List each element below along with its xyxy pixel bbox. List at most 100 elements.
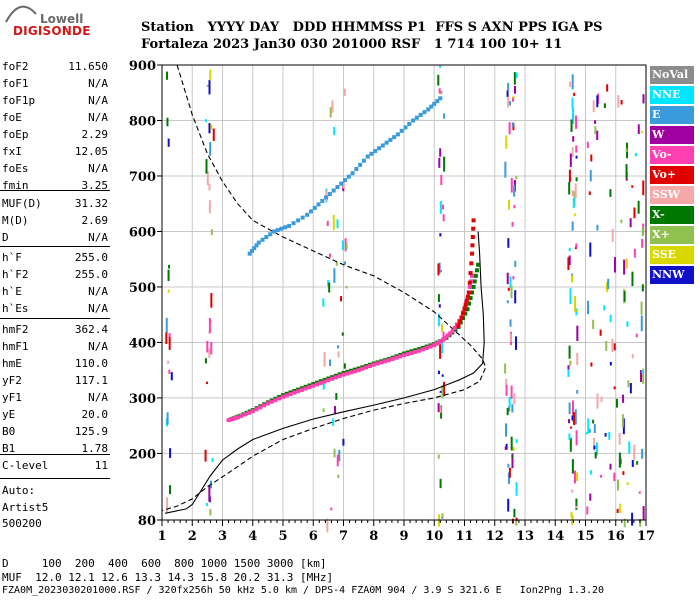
trace-fill-vo — [284, 393, 289, 398]
param-row-foe: foE N/A — [2, 111, 108, 128]
trace-point-vo — [341, 372, 346, 377]
noise-echo — [170, 372, 173, 381]
y-tick-label: 200 — [129, 447, 156, 462]
noise-echo — [512, 96, 515, 99]
noise-echo — [569, 360, 572, 366]
trace-fill-e — [403, 125, 408, 130]
x-tick-label: 3 — [218, 529, 227, 544]
param-name: h`F — [2, 251, 22, 264]
auto-program: Artist5 — [2, 501, 49, 514]
trace-fill-e — [264, 235, 269, 240]
noise-echo — [567, 365, 570, 377]
trace-point-vo — [462, 307, 467, 312]
noise-echo — [506, 272, 509, 285]
footer-distance-line: D 100 200 400 600 800 1000 1500 3000 [km… — [2, 557, 327, 570]
noise-echo — [210, 124, 213, 130]
legend-item-sse: SSE — [650, 246, 694, 264]
trace-fill-vo — [452, 325, 457, 330]
noise-echo — [571, 190, 574, 196]
noise-echo — [571, 400, 574, 415]
separator — [0, 318, 110, 319]
param-value: 2.69 — [81, 214, 109, 227]
param-name: foF1p — [2, 94, 36, 107]
noise-echo — [515, 72, 518, 79]
noise-echo — [332, 418, 335, 426]
noise-echo — [167, 289, 170, 293]
noise-echo — [333, 126, 336, 136]
noise-echo — [341, 332, 344, 336]
trace-fill-e — [296, 218, 301, 223]
trace-fill-e — [407, 121, 412, 126]
noise-echo — [625, 258, 628, 269]
noise-echo — [626, 482, 629, 485]
noise-echo — [210, 341, 213, 355]
noise-echo — [343, 261, 346, 265]
noise-echo — [208, 183, 211, 191]
trace-fill-vo — [288, 392, 293, 397]
trace-fill-vo — [413, 349, 418, 354]
noise-echo — [342, 178, 345, 189]
separator — [0, 246, 110, 247]
noise-echo — [439, 269, 442, 273]
noise-echo — [575, 430, 578, 446]
noise-echo — [574, 246, 577, 250]
x-tick-label: 15 — [576, 529, 594, 544]
param-name: foF1 — [2, 77, 29, 90]
noise-echo — [618, 460, 621, 468]
noise-echo — [208, 331, 211, 334]
noise-echo — [571, 515, 574, 521]
noise-echo — [575, 115, 578, 129]
noise-echo — [588, 428, 591, 433]
trace-point-e — [247, 251, 252, 256]
noise-echo — [611, 228, 614, 242]
trace-point-vo — [417, 348, 422, 353]
noise-echo — [567, 419, 570, 424]
footer-file-line: FZA0M_2023030201000.RSF / 320fx256h 50 k… — [2, 585, 605, 596]
noise-echo — [569, 437, 572, 452]
noise-echo — [323, 352, 326, 361]
param-value: 110.0 — [74, 357, 108, 370]
chart-axes: 1 2 3 4 5 6 7 8 9 10 11 12 13 14 15 16 17802003004005006… — [129, 59, 655, 544]
noise-echo — [567, 365, 570, 370]
noise-echo — [589, 170, 592, 182]
trace-fill-e — [435, 99, 440, 104]
noise-echo — [440, 323, 443, 333]
noise-echo — [609, 189, 612, 197]
param-name: hmF2 — [2, 323, 29, 336]
noise-echo — [569, 288, 572, 305]
noise-echo — [621, 414, 624, 428]
trace-fill-e — [339, 181, 344, 186]
trace-fill-vo — [228, 417, 233, 422]
x-tick-label: 13 — [516, 529, 534, 544]
trace-fill-vo — [330, 376, 335, 381]
legend-item-w: W — [650, 126, 694, 144]
noise-echo — [586, 506, 589, 515]
noise-echo — [568, 402, 571, 415]
noise-echo — [629, 383, 632, 394]
noise-echo — [508, 396, 511, 408]
trace-point-vo — [296, 389, 301, 394]
noise-echo — [512, 447, 515, 451]
trace-fill-vo — [233, 416, 238, 421]
trace-fill-vo — [467, 284, 472, 289]
trace-fill-vo — [469, 261, 474, 266]
noise-echo — [592, 319, 595, 330]
x-tick-label: 16 — [607, 529, 625, 544]
noise-echo — [322, 379, 325, 390]
noise-echo — [568, 433, 571, 440]
noise-echo — [572, 108, 575, 124]
trace-fill-e — [268, 232, 273, 237]
noise-echo — [205, 119, 208, 123]
noise-echo — [574, 296, 577, 312]
noise-echo — [573, 213, 576, 217]
param-value: N/A — [88, 111, 108, 124]
trace-fill-vo — [333, 375, 338, 380]
param-name: foE — [2, 111, 22, 124]
noise-echo — [631, 354, 634, 359]
noise-echo — [575, 155, 578, 159]
noise-echo — [206, 171, 209, 186]
noise-echo — [622, 394, 625, 403]
trace-point-e — [350, 171, 355, 176]
noise-echo — [574, 409, 577, 425]
param-row-h-e: h`E N/A — [2, 285, 108, 302]
